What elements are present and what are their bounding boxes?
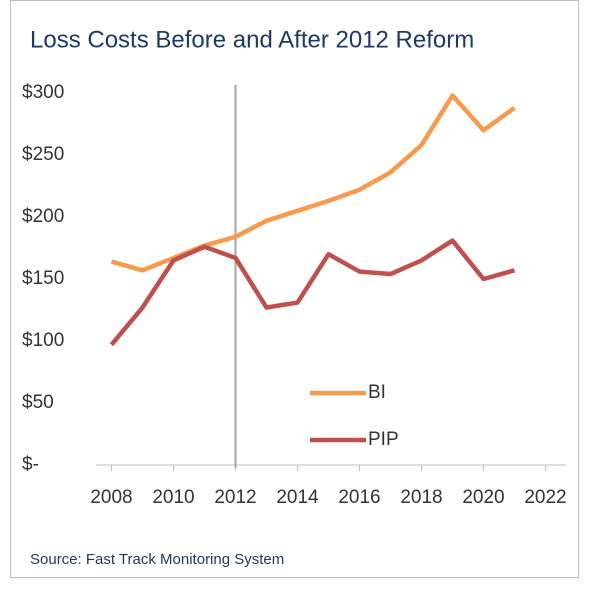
x-tick-label: 2014 bbox=[276, 487, 319, 508]
legend-label: BI bbox=[368, 382, 386, 403]
y-tick-label: $- bbox=[22, 454, 39, 475]
y-tick-label: $200 bbox=[22, 206, 64, 227]
x-tick-label: 2010 bbox=[152, 487, 194, 508]
y-tick-label: $150 bbox=[22, 268, 64, 289]
y-tick-label: $100 bbox=[22, 330, 64, 351]
x-tick-label: 2022 bbox=[524, 487, 566, 508]
x-tick-label: 2012 bbox=[214, 487, 256, 508]
x-tick-label: 2020 bbox=[462, 487, 504, 508]
chart-frame bbox=[10, 0, 579, 578]
x-tick-label: 2016 bbox=[338, 487, 380, 508]
y-tick-label: $50 bbox=[22, 392, 54, 413]
series-line bbox=[109, 238, 516, 347]
chart-title: Loss Costs Before and After 2012 Reform bbox=[30, 26, 474, 53]
x-tick-label: 2018 bbox=[400, 487, 442, 508]
legend-label: PIP bbox=[368, 429, 399, 450]
x-tick-label: 2008 bbox=[90, 487, 132, 508]
y-tick-label: $250 bbox=[22, 144, 64, 165]
source-note: Source: Fast Track Monitoring System bbox=[30, 551, 284, 568]
y-tick-label: $300 bbox=[22, 82, 64, 103]
